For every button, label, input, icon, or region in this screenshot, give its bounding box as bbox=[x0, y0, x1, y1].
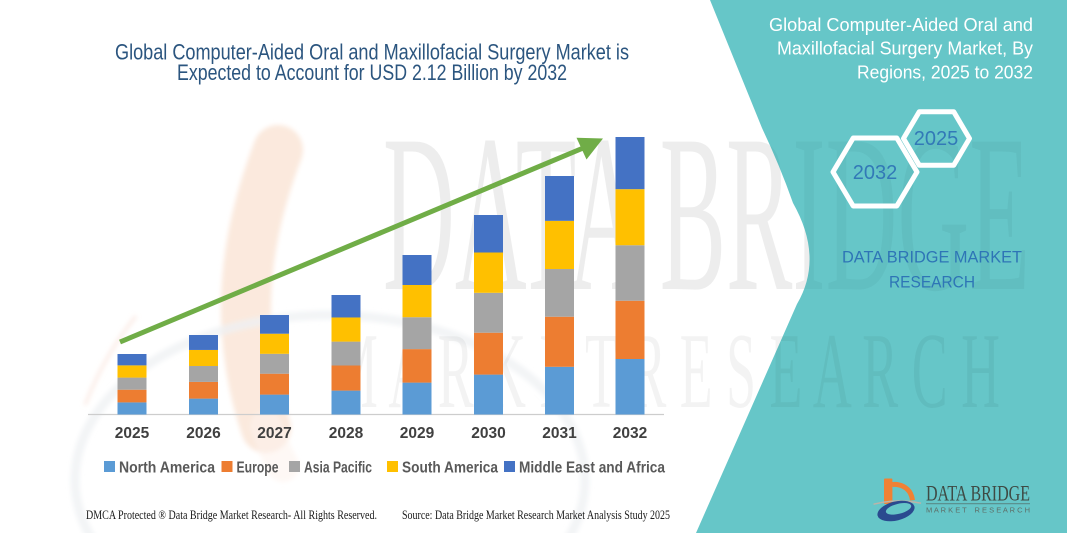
svg-text:Global Computer-Aided Oral and: Global Computer-Aided Oral and bbox=[769, 15, 1033, 35]
svg-text:2032: 2032 bbox=[853, 162, 898, 184]
svg-text:Asia Pacific: Asia Pacific bbox=[304, 460, 372, 477]
svg-text:2025: 2025 bbox=[914, 128, 959, 150]
svg-text:Regions, 2025 to 2032: Regions, 2025 to 2032 bbox=[857, 63, 1033, 83]
svg-text:Expected to Account for USD 2.: Expected to Account for USD 2.12 Billion… bbox=[177, 60, 567, 85]
svg-text:DATA BRIDGE: DATA BRIDGE bbox=[926, 481, 1030, 506]
svg-text:2030: 2030 bbox=[471, 425, 505, 442]
svg-text:2031: 2031 bbox=[542, 425, 577, 442]
svg-text:Source: Data Bridge Market Res: Source: Data Bridge Market Research Mark… bbox=[402, 508, 670, 522]
svg-text:South America: South America bbox=[402, 460, 498, 477]
svg-text:2026: 2026 bbox=[186, 425, 221, 442]
svg-text:DMCA Protected ® Data Bridge M: DMCA Protected ® Data Bridge Market Rese… bbox=[86, 508, 377, 522]
svg-text:Middle East and Africa: Middle East and Africa bbox=[519, 460, 665, 477]
svg-text:2032: 2032 bbox=[613, 425, 647, 442]
svg-text:M A R K E T R E S E A R C H: M A R K E T R E S E A R C H bbox=[926, 508, 1030, 515]
svg-text:2025: 2025 bbox=[115, 425, 150, 442]
svg-text:RESEARCH: RESEARCH bbox=[889, 273, 975, 292]
svg-text:Maxillofacial Surgery Market,: Maxillofacial Surgery Market, By bbox=[777, 39, 1033, 59]
svg-text:Global Computer-Aided Oral and: Global Computer-Aided Oral and Maxillofa… bbox=[115, 40, 629, 65]
svg-text:Europe: Europe bbox=[237, 460, 279, 477]
svg-text:2027: 2027 bbox=[257, 425, 291, 442]
svg-text:2029: 2029 bbox=[400, 425, 435, 442]
svg-text:North America: North America bbox=[119, 460, 215, 477]
svg-text:DATA BRIDGE MARKET: DATA BRIDGE MARKET bbox=[842, 248, 1022, 267]
svg-text:2028: 2028 bbox=[329, 425, 364, 442]
